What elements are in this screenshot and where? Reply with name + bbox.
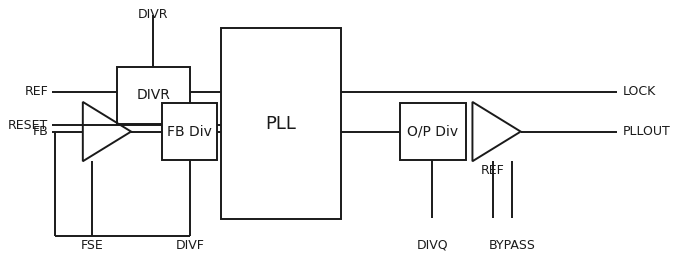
Text: O/P Div: O/P Div <box>407 125 458 139</box>
Text: DIVR: DIVR <box>136 88 170 102</box>
FancyBboxPatch shape <box>162 103 217 160</box>
Text: PLL: PLL <box>265 115 297 133</box>
FancyBboxPatch shape <box>220 28 342 219</box>
FancyBboxPatch shape <box>400 103 466 160</box>
Text: FB Div: FB Div <box>167 125 212 139</box>
Text: BYPASS: BYPASS <box>489 239 536 252</box>
Text: DIVF: DIVF <box>175 239 204 252</box>
Text: REF: REF <box>25 85 48 98</box>
Text: DIVQ: DIVQ <box>416 239 448 252</box>
Text: LOCK: LOCK <box>623 85 656 98</box>
Text: REF: REF <box>481 164 505 177</box>
FancyBboxPatch shape <box>118 67 190 124</box>
Text: FB: FB <box>33 125 48 138</box>
Text: DIVR: DIVR <box>138 8 169 21</box>
Text: PLLOUT: PLLOUT <box>623 125 671 138</box>
Text: RESET: RESET <box>8 119 48 132</box>
Text: FSE: FSE <box>80 239 103 252</box>
